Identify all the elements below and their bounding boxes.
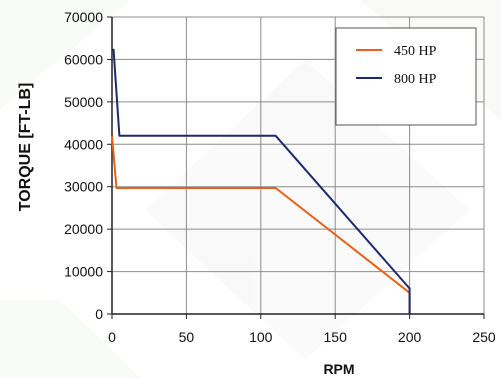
legend-box (335, 27, 477, 126)
series-layer (111, 48, 411, 314)
legend-label-450hp: 450 HP (394, 44, 437, 59)
y-tick-label: 20000 (64, 221, 103, 237)
y-tick-label: 70000 (64, 9, 103, 25)
y-axis-label: TORQUE [FT-LB] (17, 83, 34, 212)
y-tick-label: 30000 (64, 179, 103, 195)
x-tick-label: 250 (472, 329, 496, 345)
x-tick-label: 150 (324, 329, 348, 345)
x-tick-label: 50 (179, 329, 195, 345)
y-tick-label: 50000 (64, 94, 103, 110)
y-tick-labels: 0 10000 20000 30000 40000 50000 60000 70000 (64, 9, 103, 322)
x-tick-label: 100 (249, 329, 273, 345)
plot-border (111, 17, 484, 315)
x-axis-label: RPM (323, 361, 354, 377)
x-tick-label: 200 (398, 329, 422, 345)
series-line-800hp (112, 48, 411, 314)
y-tick-label: 0 (95, 306, 103, 322)
legend: 450 HP 800 HP (335, 27, 477, 126)
x-tick-label: 0 (108, 329, 116, 345)
y-tick-label: 10000 (64, 264, 103, 280)
y-tick-label: 60000 (64, 51, 103, 67)
y-tick-label: 40000 (64, 136, 103, 152)
legend-label-800hp: 800 HP (394, 72, 437, 87)
x-tick-labels: 0 50 100 150 200 250 (108, 329, 496, 345)
